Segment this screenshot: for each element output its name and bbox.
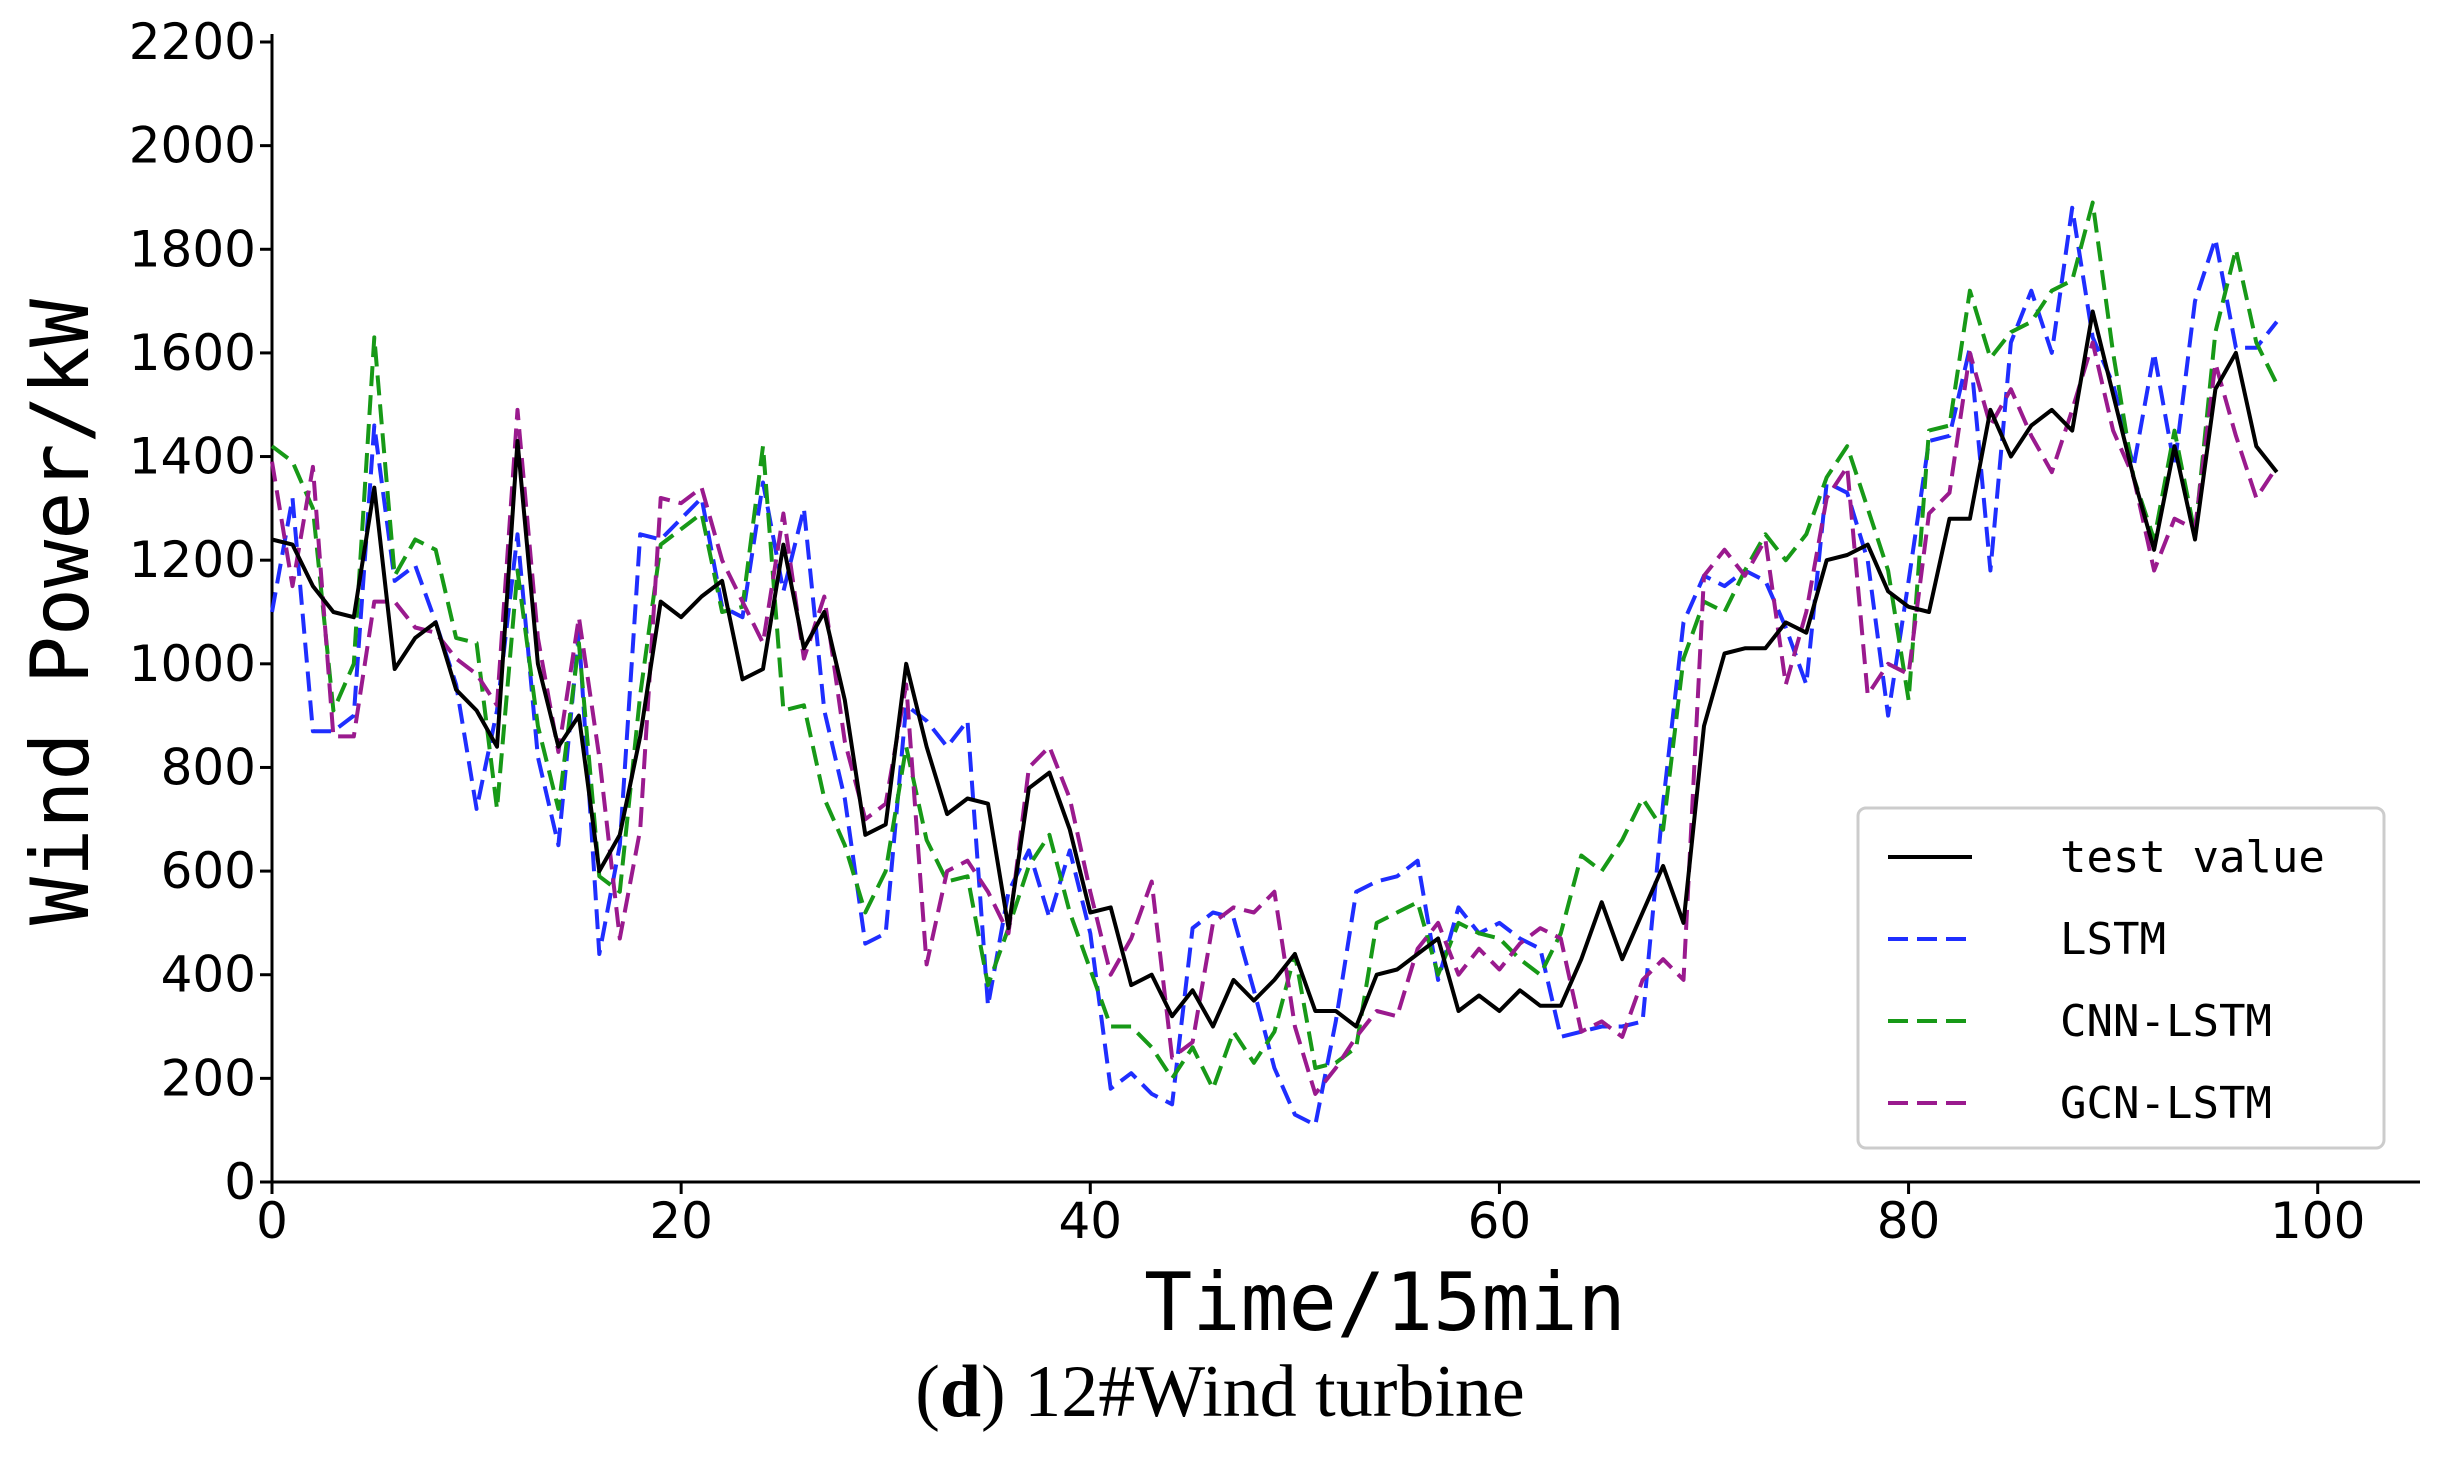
y-axis-title: Wind Power/kW bbox=[14, 298, 107, 925]
y-tick-label: 1400 bbox=[129, 428, 256, 486]
y-tick-label: 2000 bbox=[129, 117, 256, 175]
caption-text: 12#Wind turbine bbox=[1024, 1351, 1525, 1433]
y-ticks: 0 200 400 600 800 1000 1200 1400 1600 1800 2000 220… bbox=[129, 13, 272, 1211]
legend: test value LSTM CNN-LSTM GCN-LSTM bbox=[1856, 806, 2386, 1150]
series-line-gcn-lstm bbox=[270, 340, 2279, 1096]
legend-frame bbox=[1856, 806, 2386, 1150]
y-tick-label: 1200 bbox=[129, 531, 256, 589]
x-tick-label: 20 bbox=[649, 1192, 713, 1250]
x-ticks: 0 20 40 60 80 100 bbox=[256, 1182, 2365, 1250]
caption-letter: d bbox=[939, 1351, 982, 1433]
x-tick-label: 100 bbox=[2270, 1192, 2365, 1250]
x-axis-title: Time/15min bbox=[1144, 1256, 1626, 1340]
legend-items: test value LSTM CNN-LSTM GCN-LSTM bbox=[1888, 832, 2325, 1129]
series-layer bbox=[270, 200, 2279, 1127]
x-tick-label: 80 bbox=[1877, 1192, 1941, 1250]
x-tick-label: 60 bbox=[1468, 1192, 1532, 1250]
y-tick-label: 600 bbox=[161, 842, 256, 900]
legend-label: LSTM bbox=[2060, 914, 2166, 965]
line-chart: 0200400600800100012001400160018002000220… bbox=[14, 13, 2420, 1340]
x-tick-label: 0 bbox=[256, 1192, 288, 1250]
y-tick-label: 1000 bbox=[129, 635, 256, 693]
y-tick-label: 2200 bbox=[129, 13, 256, 71]
figure-caption: (d) 12#Wind turbine bbox=[915, 1351, 1525, 1433]
legend-label: test value bbox=[2060, 832, 2325, 883]
series-line-test-value bbox=[271, 309, 2279, 1029]
y-tick-label: 0 bbox=[224, 1153, 256, 1211]
y-tick-label: 800 bbox=[161, 738, 256, 796]
legend-label: CNN-LSTM bbox=[2060, 996, 2272, 1047]
y-tick-label: 1600 bbox=[129, 324, 256, 382]
y-tick-label: 200 bbox=[161, 1049, 256, 1107]
y-tick-label: 1800 bbox=[129, 220, 256, 278]
series-line-cnn-lstm bbox=[270, 200, 2279, 1091]
x-tick-label: 40 bbox=[1058, 1192, 1122, 1250]
legend-label: GCN-LSTM bbox=[2060, 1078, 2272, 1129]
series-line-lstm bbox=[270, 205, 2279, 1127]
y-tick-label: 400 bbox=[161, 946, 256, 1004]
